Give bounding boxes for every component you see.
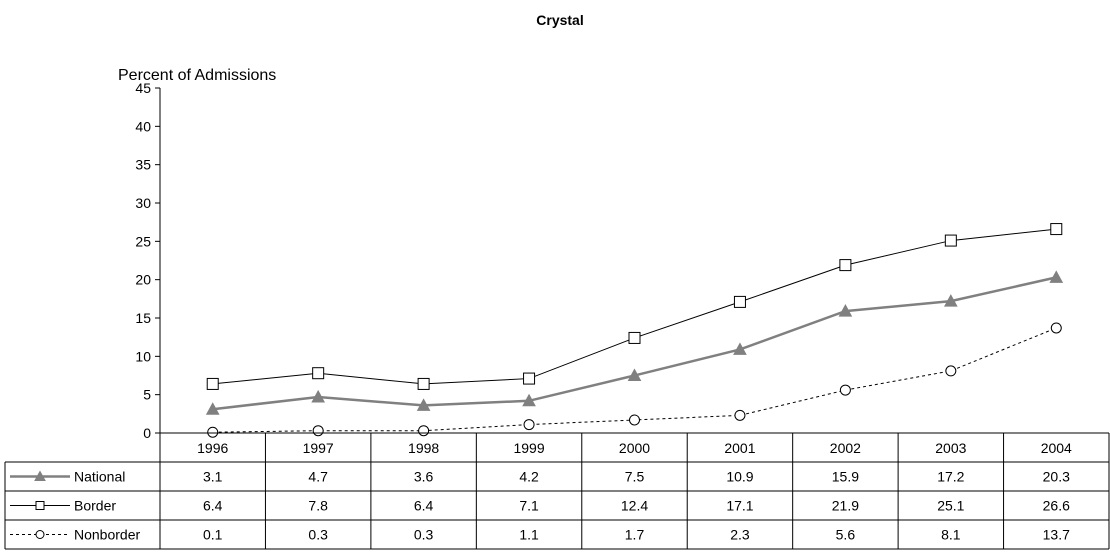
data-label: 10.9 [726, 469, 753, 485]
y-tick-label: 35 [135, 157, 151, 173]
data-label: 6.4 [203, 498, 223, 514]
data-label: 7.8 [308, 498, 328, 514]
data-label: 1.7 [625, 527, 645, 543]
data-label: 12.4 [621, 498, 648, 514]
axes: 0 5 10 15 20 25 30 35 40 45 [135, 80, 1109, 441]
y-tick-label: 5 [143, 387, 151, 403]
data-label: 7.5 [625, 469, 645, 485]
data-point [417, 377, 430, 390]
legend-marker [35, 530, 45, 539]
y-tick-label: 15 [135, 310, 151, 326]
x-tick-label: 2003 [935, 440, 966, 456]
data-label: 0.3 [308, 527, 328, 543]
x-tick-label: 2002 [830, 440, 861, 456]
data-point [523, 372, 536, 385]
data-label: 4.2 [519, 469, 539, 485]
data-label: 17.2 [937, 469, 964, 485]
x-tick-label: 1998 [408, 440, 439, 456]
data-point [206, 377, 219, 390]
data-point [522, 393, 536, 407]
data-label: 8.1 [941, 527, 961, 543]
legend-marker [35, 501, 45, 510]
data-label: 21.9 [832, 498, 859, 514]
data-table: 1996 1997 1998 1999 2000 2001 2002 2003 2004 Nati… [4, 432, 1110, 550]
data-point [839, 384, 851, 396]
data-point [839, 259, 852, 272]
legend-marker [34, 470, 46, 481]
data-label: 4.7 [308, 469, 328, 485]
x-tick-label: 2000 [619, 440, 650, 456]
series-national [205, 270, 1064, 415]
data-label: 26.6 [1043, 498, 1070, 514]
data-label: 3.6 [414, 469, 434, 485]
series-lines [205, 223, 1064, 438]
data-label: 7.1 [519, 498, 539, 514]
data-label: 17.1 [726, 498, 753, 514]
x-tick-label: 1996 [197, 440, 228, 456]
legend-key-national [10, 470, 70, 481]
data-label: 2.3 [730, 527, 750, 543]
data-point [627, 368, 642, 381]
data-point [312, 367, 325, 380]
chart-title: Crystal [536, 12, 583, 28]
y-tick-label: 10 [135, 348, 151, 364]
legend-key-border [10, 501, 70, 510]
data-point [733, 342, 747, 355]
y-tick-label: 0 [143, 425, 151, 441]
y-axis-label: Percent of Admissions [118, 67, 276, 84]
data-point [205, 402, 220, 415]
data-point [418, 425, 430, 437]
data-label: 25.1 [937, 498, 964, 514]
x-tick-label: 2004 [1041, 440, 1072, 456]
data-point [945, 365, 957, 377]
data-label: 1.1 [519, 527, 539, 543]
data-point [629, 414, 640, 426]
x-tick-label: 2001 [724, 440, 755, 456]
legend-label: National [74, 469, 125, 485]
data-point [628, 331, 641, 344]
x-tick-label: 1999 [513, 440, 544, 456]
data-point [1049, 270, 1064, 283]
legend-label: Border [74, 498, 116, 514]
data-point [838, 304, 853, 317]
data-point [1050, 322, 1062, 334]
data-label: 5.6 [836, 527, 856, 543]
data-point [734, 409, 746, 421]
data-label: 20.3 [1043, 469, 1070, 485]
data-point [733, 295, 746, 308]
data-point [311, 389, 326, 403]
data-point [207, 426, 219, 438]
y-tick-label: 45 [135, 80, 151, 96]
data-point [312, 425, 324, 437]
series-border [206, 223, 1063, 390]
legend-label: Nonborder [74, 527, 140, 543]
data-label: 13.7 [1043, 527, 1070, 543]
data-label: 6.4 [414, 498, 434, 514]
y-tick-label: 25 [135, 233, 151, 249]
series-line [212, 228, 1057, 385]
data-label: 0.3 [414, 527, 434, 543]
data-point [416, 398, 431, 411]
data-point [944, 234, 957, 247]
data-point [523, 419, 535, 431]
y-tick-label: 20 [135, 272, 151, 288]
legend-key-nonborder [10, 530, 70, 539]
data-label: 3.1 [203, 469, 223, 485]
data-label: 0.1 [203, 527, 223, 543]
data-label: 15.9 [832, 469, 859, 485]
data-point [1050, 223, 1063, 236]
y-tick-label: 30 [135, 195, 151, 211]
y-tick-label: 40 [135, 118, 151, 134]
data-point [943, 294, 958, 307]
x-tick-label: 1997 [303, 440, 334, 456]
